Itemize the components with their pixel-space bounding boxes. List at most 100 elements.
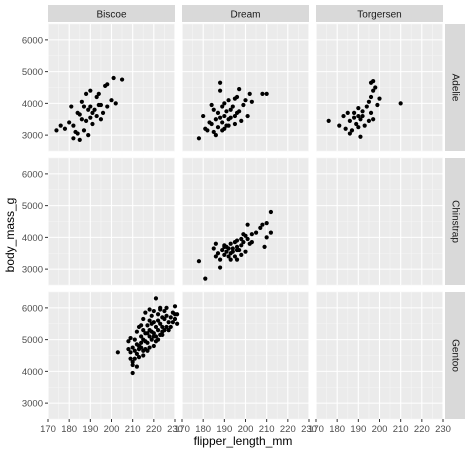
data-point [211,107,216,112]
data-point [164,305,169,310]
data-point [168,324,173,330]
data-point [352,110,357,115]
data-point [226,254,231,259]
y-tick-label: 3000 [22,265,43,276]
data-point [343,126,348,131]
data-point [203,276,208,281]
y-tick-label: 4000 [22,233,43,244]
data-point [245,113,250,119]
panel-biscoe-gentoo [47,291,180,420]
data-point [249,99,254,104]
data-point [253,230,259,235]
data-point [347,131,352,136]
data-point [211,129,216,135]
data-point [368,94,374,100]
data-point [239,118,244,123]
data-point [164,313,169,318]
strip-label: Adelie [450,74,461,102]
data-point [230,246,235,251]
data-point [220,128,225,133]
data-point [262,244,267,249]
data-point [215,110,221,115]
data-point [268,230,273,235]
data-point [88,115,93,120]
data-point [151,334,156,339]
data-point [260,91,265,96]
data-point [132,337,137,342]
strip-label: Gentoo [450,339,461,372]
data-point [160,332,165,337]
data-point [69,104,74,109]
data-point [141,353,146,358]
data-point [375,102,380,108]
data-point [166,328,171,333]
data-point [211,246,216,251]
data-point [226,123,231,128]
panel-biscoe-chinstrap [47,157,176,286]
data-point [77,112,82,117]
data-point [264,91,269,96]
data-point [172,316,178,322]
data-point [241,240,246,245]
strip-background [316,5,443,22]
data-point [209,121,214,127]
data-point [218,80,223,85]
strip-chinstrap: Chinstrap [445,158,465,285]
x-tick-label: 200 [238,424,254,435]
data-point [222,101,227,106]
panel-dream-gentoo [181,291,310,420]
data-point [239,252,244,257]
y-tick-label: 5000 [22,67,43,78]
data-point [234,238,240,243]
data-point [145,331,150,336]
data-point [356,106,361,111]
panel-dream-adelie [181,23,310,152]
data-point [84,91,89,96]
data-point [228,257,233,262]
strip-label: Biscoe [96,10,126,21]
y-tick-label: 3000 [22,399,43,410]
data-point [147,307,152,312]
data-point [249,240,254,245]
data-point [86,133,91,138]
data-point [239,243,244,248]
data-point [86,107,91,112]
x-tick-label: 190 [216,424,232,435]
data-point [130,345,135,350]
data-point [75,131,80,136]
strip-adelie: Adelie [445,24,465,151]
data-point [139,340,144,345]
data-point [224,109,229,114]
strip-background [48,5,175,22]
data-point [326,118,331,123]
data-point [345,110,350,115]
x-tick-label: 230 [167,424,183,435]
data-point [230,249,235,254]
x-tick-label: 180 [61,424,77,435]
strip-background [445,158,465,285]
data-point [205,128,210,133]
data-point [398,101,403,106]
data-point [145,348,150,353]
strip-background [182,5,309,22]
data-point [226,246,231,251]
data-point [362,123,367,128]
data-point [92,107,97,112]
y-tick-label: 6000 [22,169,43,180]
y-tick-label: 6000 [22,303,43,314]
x-tick-label: 230 [435,424,451,435]
data-point [366,118,372,123]
data-point [139,334,144,339]
data-point [209,102,214,108]
data-point [349,128,355,133]
data-point [232,113,238,119]
data-point [96,91,101,96]
y-tick-label: 4000 [22,367,43,378]
data-point [239,236,244,242]
data-point [356,125,361,130]
data-point [160,324,165,330]
data-point [237,86,242,92]
data-point [128,335,133,341]
data-point [220,247,225,253]
data-point [88,104,93,109]
